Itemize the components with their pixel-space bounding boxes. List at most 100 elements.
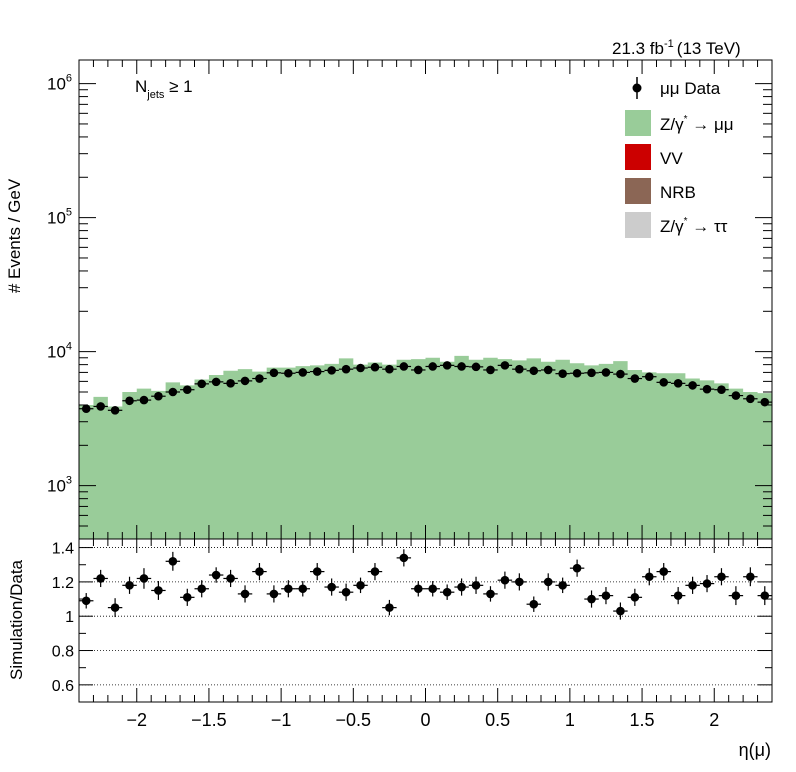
legend-data-marker xyxy=(632,83,642,93)
data-point xyxy=(558,369,567,378)
data-point xyxy=(269,368,279,378)
ratio-gridlines xyxy=(79,547,772,686)
ratio-point xyxy=(168,557,178,566)
ratio-point xyxy=(616,606,625,616)
data-point xyxy=(702,384,712,394)
legend-swatch-zmumu xyxy=(625,110,651,136)
data-point xyxy=(81,404,91,414)
ratio-point xyxy=(760,591,770,600)
ratio-point xyxy=(269,589,279,599)
xtick-label: −0.5 xyxy=(336,710,372,730)
ratio-point xyxy=(385,603,394,612)
ratio-point xyxy=(356,581,365,590)
data-point xyxy=(760,397,770,407)
svg-text:NRB: NRB xyxy=(660,183,696,202)
ratio-frame xyxy=(78,538,773,703)
ratio-point xyxy=(587,594,596,604)
data-point xyxy=(125,396,134,406)
data-point xyxy=(457,362,466,371)
data-point xyxy=(572,368,582,378)
data-point xyxy=(341,364,351,374)
ratio-ytick-label: 1.4 xyxy=(52,541,74,558)
ratio-point xyxy=(572,563,582,573)
ratio-point xyxy=(500,575,510,585)
data-point xyxy=(226,379,235,388)
luminosity-label: 21.3 fb-1 (13 TeV) xyxy=(612,38,741,58)
data-point xyxy=(428,362,438,371)
data-point xyxy=(110,406,120,415)
ratio-ytick-label: 0.6 xyxy=(52,678,74,695)
ratio-point xyxy=(81,596,91,606)
data-point xyxy=(630,374,640,383)
ratio-point xyxy=(558,581,567,590)
ratio-point xyxy=(630,593,640,602)
main-y-axis: 103 104 105 106 xyxy=(47,73,772,540)
ratio-point xyxy=(702,579,712,588)
ratio-points xyxy=(79,549,772,620)
data-point xyxy=(399,362,409,371)
data-point xyxy=(385,364,394,374)
data-point xyxy=(717,385,726,395)
data-point xyxy=(182,385,192,395)
ratio-point xyxy=(457,582,466,592)
main-x-axis xyxy=(78,60,773,539)
data-point xyxy=(139,395,149,405)
ratio-point xyxy=(486,589,495,599)
svg-text:μμ Data: μμ Data xyxy=(660,79,721,98)
legend: μμ Data Z/γ* → μμ VV NRB Z/γ* → ττ xyxy=(625,77,734,238)
xtick-label: 1.5 xyxy=(630,710,655,730)
data-point xyxy=(659,378,669,387)
ratio-point xyxy=(327,582,336,592)
data-point xyxy=(197,379,207,389)
main-ytick-label: 104 xyxy=(47,341,72,362)
x-axis-label: η(μ) xyxy=(739,740,771,760)
ratio-point xyxy=(644,572,654,582)
data-point xyxy=(471,362,481,372)
legend-entry-data: μμ Data xyxy=(632,77,721,99)
data-point xyxy=(413,365,423,375)
data-point xyxy=(240,376,250,386)
ratio-point xyxy=(312,567,322,576)
data-point xyxy=(298,368,308,377)
data-point xyxy=(486,365,495,375)
ratio-point xyxy=(154,586,163,595)
data-point xyxy=(601,368,611,377)
ratio-y-axis-label: Simulation/Data xyxy=(7,559,26,680)
ratio-ytick-label: 1.2 xyxy=(52,575,74,592)
data-point xyxy=(688,381,697,390)
legend-swatch-nrb xyxy=(625,178,651,204)
legend-entry-vv: VV xyxy=(625,144,683,170)
ratio-point xyxy=(673,591,683,600)
ratio-panel: 0.6 0.8 1 1.2 1.4 −2 −1.5 −1 −0.5 0 0.5 1 1.5 2 Simu… xyxy=(7,538,773,760)
data-point xyxy=(644,372,654,382)
legend-swatch-ztautau xyxy=(625,212,651,238)
data-point xyxy=(370,362,380,372)
data-point xyxy=(284,368,293,378)
data-point xyxy=(168,387,178,397)
data-points xyxy=(79,361,772,415)
ratio-point xyxy=(688,581,697,590)
ratio-point xyxy=(370,567,380,576)
xtick-label: −1.5 xyxy=(191,710,227,730)
svg-text:VV: VV xyxy=(660,149,683,168)
stack-zmumu-histogram xyxy=(79,355,772,539)
ratio-point xyxy=(96,574,105,583)
ratio-point xyxy=(471,581,481,590)
data-point xyxy=(500,361,510,370)
svg-text:Z/γ* → ττ: Z/γ* → ττ xyxy=(660,216,728,236)
ratio-point xyxy=(226,574,235,583)
legend-entry-ztautau: Z/γ* → ττ xyxy=(625,212,728,238)
data-point xyxy=(154,391,163,401)
ratio-point xyxy=(298,584,308,594)
ratio-point xyxy=(515,577,524,587)
xtick-label: 0.5 xyxy=(485,710,510,730)
data-point xyxy=(255,374,264,383)
ratio-ytick-label: 1 xyxy=(65,609,74,626)
ratio-point xyxy=(731,591,741,600)
data-point xyxy=(746,394,755,404)
main-y-axis-label: # Events / GeV xyxy=(5,178,24,293)
ratio-point xyxy=(139,574,149,583)
ratio-point xyxy=(428,584,438,594)
data-point xyxy=(543,365,553,375)
